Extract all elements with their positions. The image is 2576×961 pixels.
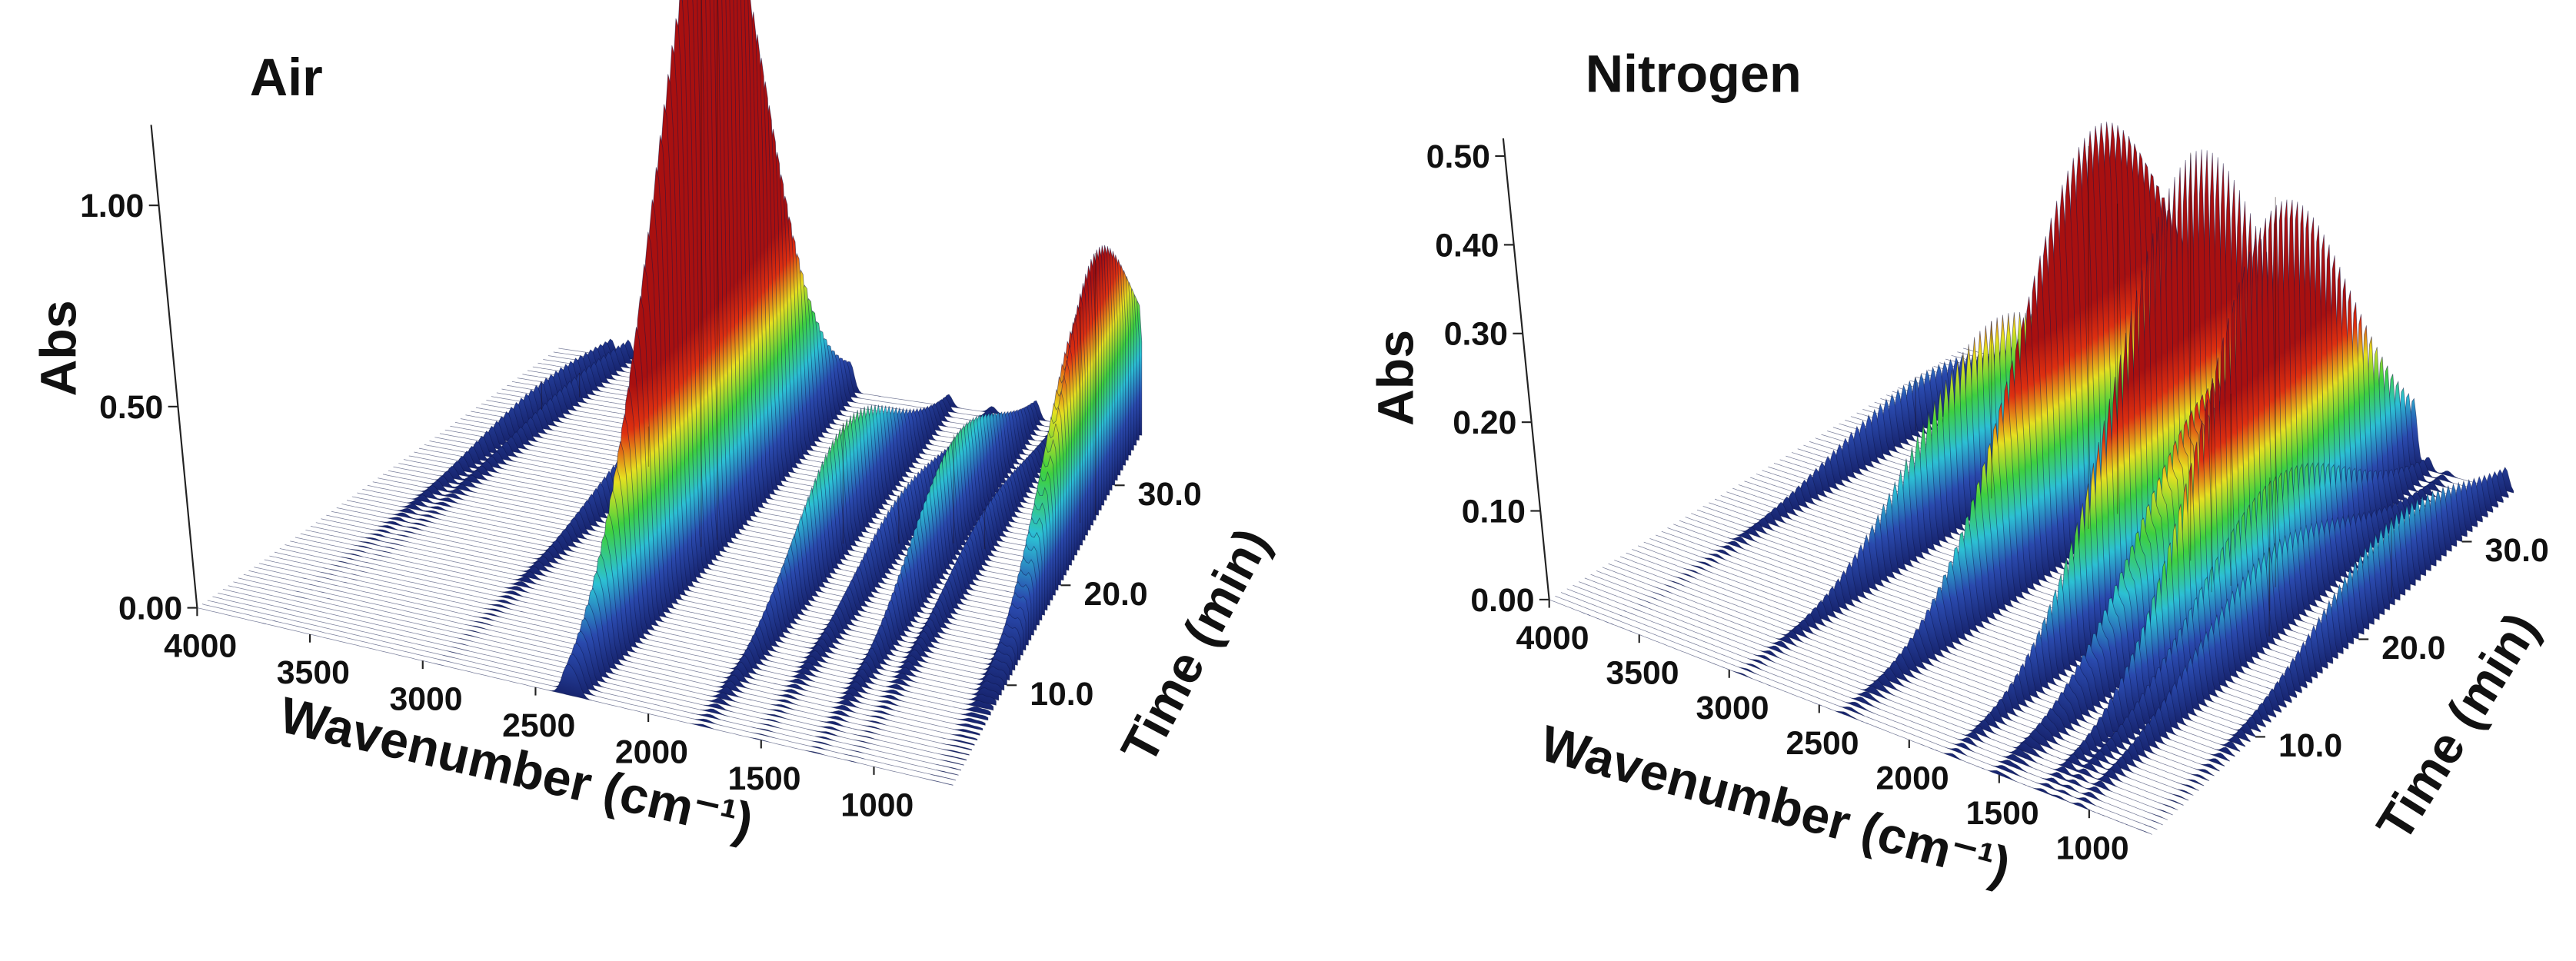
y-tick-label: 30.0	[2485, 532, 2549, 569]
chart-title: Nitrogen	[1586, 45, 1802, 104]
surface-slice	[1555, 595, 2158, 830]
x-tick-label: 4000	[164, 628, 237, 665]
z-tick-label: 0.10	[1462, 493, 1526, 530]
z-axis	[1502, 138, 1550, 600]
surface-slice	[1549, 599, 2152, 835]
z-axis-label: Abs	[30, 300, 87, 396]
z-tick-label: 0.00	[1470, 582, 1534, 619]
y-tick-label: 10.0	[2278, 727, 2342, 764]
surface-slice	[1619, 556, 2215, 776]
x-tick-label: 4000	[1516, 620, 1589, 657]
z-tick-label: 0.40	[1435, 227, 1499, 264]
surface-slice	[1573, 584, 2173, 816]
z-tick-label: 0.50	[1426, 138, 1490, 175]
x-tick-label: 3000	[389, 681, 462, 718]
y-tick-label: 20.0	[2381, 630, 2445, 667]
surface-slice	[197, 607, 954, 786]
surface-slice	[1614, 560, 2210, 782]
z-tick-label: 1.00	[80, 188, 144, 224]
x-tick-label: 1500	[1966, 795, 2039, 832]
chart-title: Air	[250, 48, 323, 107]
x-tick-label: 2000	[1876, 760, 1949, 796]
surface-slice	[1560, 592, 2163, 826]
x-tick-label: 2500	[1786, 725, 1859, 762]
x-tick-label: 1500	[728, 760, 801, 797]
x-tick-label: 3500	[277, 654, 350, 691]
x-axis-label: Wavenumber (cm⁻¹)	[1535, 715, 2016, 895]
surface-slice	[1579, 581, 2178, 810]
y-tick-label: 30.0	[1138, 476, 1202, 513]
z-tick-label: 0.20	[1453, 404, 1516, 441]
z-tick-label: 0.50	[99, 389, 163, 426]
surface-slice	[1590, 574, 2189, 801]
x-tick-label: 2000	[615, 733, 688, 770]
x-tick-label: 2500	[502, 707, 575, 744]
surface-slice	[218, 592, 964, 766]
y-axis-label: Time (min)	[1110, 519, 1281, 772]
x-tick-label: 3000	[1696, 690, 1769, 727]
surface-slice	[1584, 577, 2184, 806]
surface	[1549, 121, 2514, 835]
z-axis-label: Abs	[1367, 330, 1424, 426]
surface-slice	[1602, 567, 2199, 791]
x-tick-label: 1000	[840, 786, 914, 823]
z-axis	[150, 125, 198, 608]
surface	[197, 0, 1143, 786]
z-tick-label: 0.00	[118, 590, 182, 627]
surface-slice	[1637, 545, 2230, 762]
y-tick-label: 20.0	[1083, 576, 1147, 613]
x-tick-label: 1000	[2056, 830, 2129, 867]
x-tick-label: 3500	[1606, 655, 1679, 692]
y-tick-label: 10.0	[1030, 676, 1093, 713]
z-tick-label: 0.30	[1444, 316, 1508, 353]
surface-slice	[1566, 588, 2168, 820]
